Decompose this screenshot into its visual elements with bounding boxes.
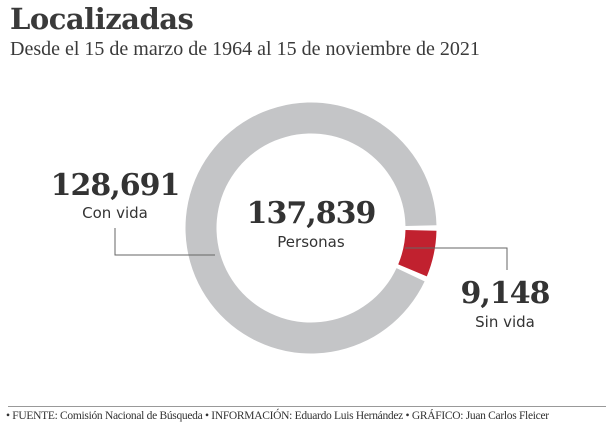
value-con-vida: 128,691: [50, 168, 181, 203]
total-label: Personas: [277, 233, 345, 251]
label-sin-vida: Sin vida: [475, 313, 535, 331]
footer-credits: • FUENTE: Comisión Nacional de Búsqueda …: [6, 410, 549, 422]
total-value: 137,839: [246, 196, 377, 231]
label-con-vida: Con vida: [82, 204, 148, 222]
leader-line-con-vida: [114, 228, 215, 256]
donut-slice-sin-vida: [398, 230, 437, 277]
footer-divider: [8, 406, 606, 407]
chart-title: Localizadas: [10, 2, 194, 36]
value-sin-vida: 9,148: [460, 276, 551, 311]
leader-line-sin-vida: [405, 247, 508, 270]
chart-subtitle: Desde el 15 de marzo de 1964 al 15 de no…: [10, 38, 480, 60]
